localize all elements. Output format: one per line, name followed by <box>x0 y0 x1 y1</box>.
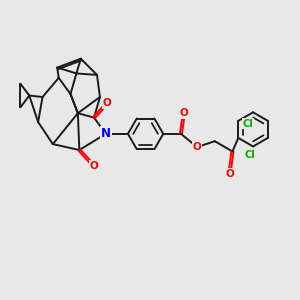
Text: O: O <box>103 98 112 108</box>
Text: O: O <box>90 161 98 171</box>
Text: O: O <box>179 108 188 118</box>
Text: N: N <box>101 127 111 140</box>
Text: Cl: Cl <box>245 150 256 160</box>
Text: O: O <box>225 169 234 178</box>
Text: O: O <box>193 142 202 152</box>
Text: Cl: Cl <box>242 119 253 129</box>
